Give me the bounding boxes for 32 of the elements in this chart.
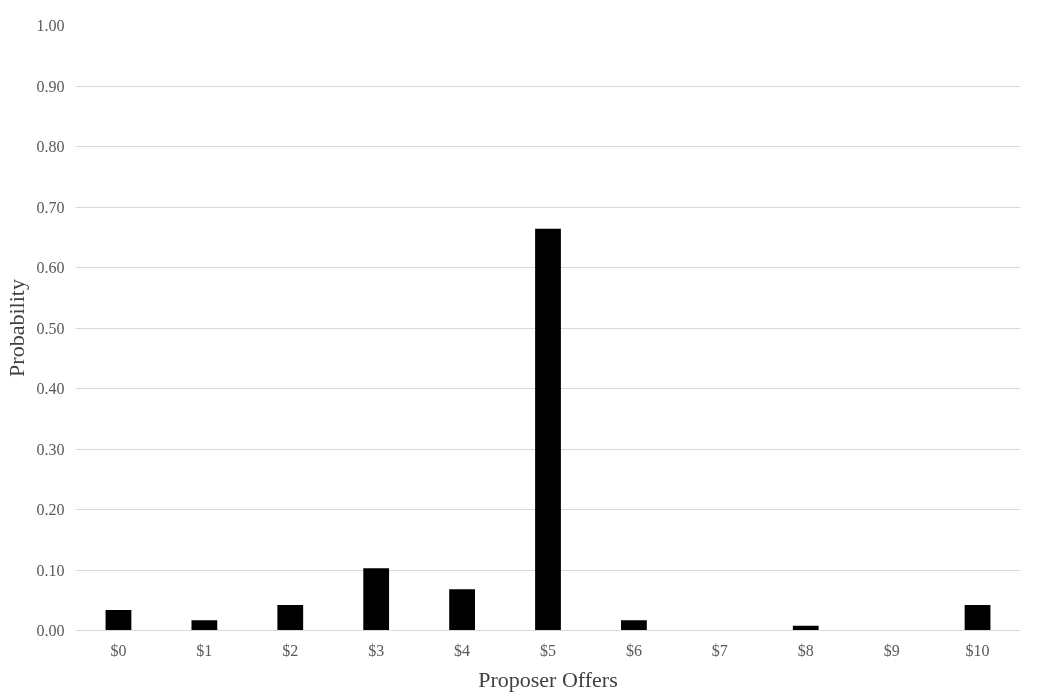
x-tick-label: $8 [797, 641, 814, 659]
y-tick-label: 0.70 [36, 198, 65, 216]
x-tick-label: $0 [110, 641, 127, 659]
x-tick-label: $10 [965, 641, 990, 659]
x-tick-label: $9 [883, 641, 900, 659]
y-tick-label: 1.00 [36, 17, 65, 34]
y-tick-label: 0.80 [36, 138, 65, 155]
x-tick-label: $1 [196, 641, 213, 659]
bar [449, 589, 475, 631]
x-tick-label: $2 [282, 641, 299, 659]
y-tick-label: 0.60 [36, 259, 65, 276]
x-tick-label: $3 [368, 641, 385, 659]
y-tick-label: 0.20 [36, 501, 65, 518]
y-tick-label: 0.50 [36, 319, 65, 337]
x-tick-label: $5 [540, 641, 556, 659]
bar [621, 620, 647, 631]
y-tick-label: 0.30 [36, 440, 65, 458]
x-axis-title: Proposer Offers [478, 666, 618, 692]
y-tick-label: 0.40 [36, 380, 65, 397]
y-axis-title: Probability [3, 279, 29, 377]
bar [191, 620, 218, 631]
x-tick-label: $4 [454, 641, 471, 659]
y-tick-label: 0.90 [36, 77, 65, 95]
y-tick-label: 0.10 [36, 561, 65, 579]
bar [277, 605, 304, 631]
y-tick-label: 0.00 [36, 622, 65, 639]
bar [105, 609, 132, 631]
bar [363, 568, 390, 631]
bar [535, 228, 561, 631]
bar [964, 605, 991, 631]
x-tick-label: $7 [711, 641, 728, 659]
x-tick-label: $6 [625, 641, 642, 659]
